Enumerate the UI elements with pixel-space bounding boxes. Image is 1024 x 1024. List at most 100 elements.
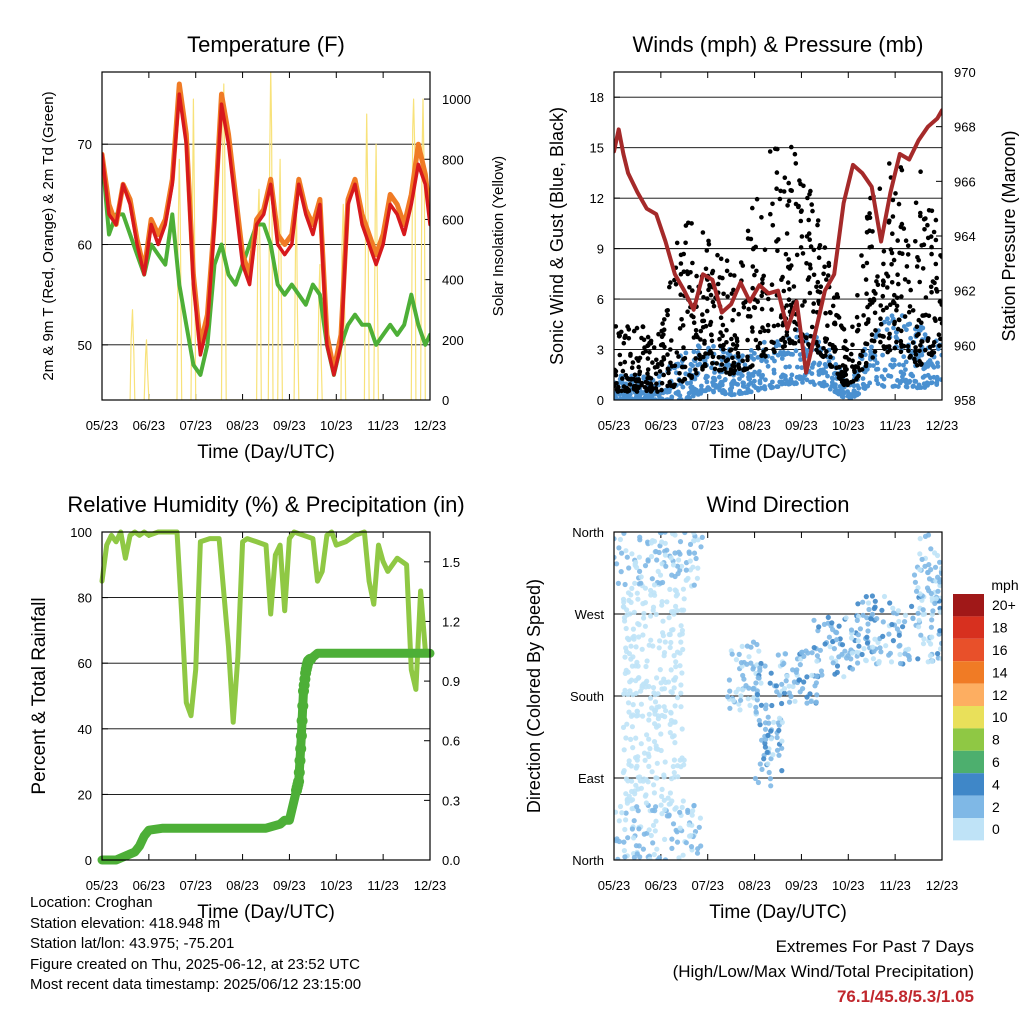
gust-point — [656, 331, 661, 337]
extremes-values: 76.1/45.8/5.3/1.05 — [836, 987, 974, 1006]
direction-point — [781, 686, 788, 692]
direction-point — [614, 809, 619, 815]
gust-point — [881, 249, 887, 254]
x-tick-label: 09/23 — [785, 418, 818, 433]
direction-point — [768, 756, 774, 762]
direction-point — [909, 603, 915, 610]
wind-point — [875, 381, 881, 387]
direction-point — [635, 808, 641, 814]
direction-point — [623, 817, 629, 823]
direction-point — [686, 549, 692, 555]
gust-point — [710, 354, 716, 360]
direction-point — [822, 641, 828, 647]
gust-point — [867, 211, 872, 216]
wind-point — [759, 373, 765, 379]
wind-point — [752, 351, 757, 356]
gust-point — [873, 291, 878, 296]
gust-point — [715, 252, 720, 258]
gust-point — [674, 350, 680, 355]
gust-point — [833, 347, 838, 352]
gust-point — [807, 191, 812, 197]
gust-point — [700, 325, 706, 330]
gust-point — [633, 383, 638, 389]
gust-point — [894, 339, 899, 345]
gust-point — [697, 352, 702, 358]
gust-point — [796, 204, 801, 210]
direction-point — [776, 715, 783, 721]
direction-point — [864, 640, 871, 646]
direction-point — [672, 677, 678, 683]
gust-point — [639, 380, 644, 386]
gust-point — [784, 231, 790, 236]
direction-point — [632, 580, 638, 586]
wind-point — [931, 364, 937, 370]
direction-point — [668, 555, 674, 561]
direction-point — [754, 692, 761, 698]
wind-point — [808, 379, 813, 385]
gust-point — [932, 340, 937, 345]
y-tick-label: 3 — [597, 343, 604, 358]
gust-point — [878, 303, 883, 308]
y-tick-label: North — [572, 525, 604, 540]
direction-point — [856, 643, 862, 649]
gust-point — [769, 282, 775, 288]
gust-point — [728, 272, 733, 278]
gust-point — [655, 389, 660, 394]
wind-point — [731, 392, 737, 397]
wind-point — [746, 371, 752, 377]
direction-point — [677, 809, 683, 815]
direction-point — [805, 650, 811, 656]
y-tick-label: 20 — [78, 787, 92, 802]
direction-point — [636, 622, 642, 628]
direction-point — [696, 824, 702, 830]
direction-point — [768, 728, 774, 734]
direction-point — [668, 667, 674, 673]
gust-point — [827, 362, 833, 368]
direction-point — [756, 717, 762, 724]
gust-point — [716, 355, 722, 360]
direction-point — [623, 791, 629, 797]
wind-point — [903, 384, 909, 389]
direction-point — [912, 579, 919, 585]
gust-point — [685, 309, 690, 315]
direction-point — [640, 713, 646, 719]
direction-point — [650, 822, 657, 829]
gust-point — [659, 387, 664, 393]
wind-point — [789, 372, 795, 378]
wind-point — [918, 385, 924, 390]
direction-point — [679, 670, 685, 676]
direction-point — [622, 670, 628, 677]
wind-point — [823, 364, 829, 369]
direction-point — [669, 627, 675, 633]
direction-point — [788, 693, 794, 700]
wind-point — [867, 363, 873, 368]
gust-point — [937, 316, 942, 322]
wind-point — [818, 367, 824, 373]
wind-point — [783, 376, 788, 382]
gust-point — [645, 356, 651, 361]
gust-point — [765, 322, 771, 328]
direction-point — [616, 818, 622, 824]
gust-point — [931, 350, 937, 355]
colorbar-swatch — [953, 683, 984, 706]
x-tick-label: 06/23 — [133, 878, 166, 893]
wind-point — [748, 348, 754, 353]
direction-point — [855, 601, 861, 607]
colorbar-title: mph — [991, 577, 1018, 593]
gust-point — [668, 383, 674, 389]
direction-point — [902, 612, 909, 619]
wind-point — [897, 380, 903, 386]
gust-point — [677, 326, 683, 331]
gust-point — [645, 371, 650, 377]
colorbar-label: 20+ — [992, 597, 1016, 613]
wind-point — [727, 391, 733, 397]
gust-point — [666, 367, 671, 373]
direction-point — [630, 745, 636, 751]
x-tick-label: 08/23 — [738, 878, 771, 893]
gust-point — [634, 356, 639, 361]
direction-point — [679, 804, 685, 811]
gust-point — [926, 351, 932, 357]
wind-point — [783, 364, 789, 370]
gust-point — [702, 338, 707, 344]
gust-point — [714, 361, 719, 366]
